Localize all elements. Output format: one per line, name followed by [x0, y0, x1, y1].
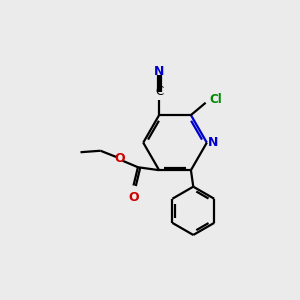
Text: Cl: Cl [209, 93, 222, 106]
Text: N: N [154, 65, 164, 78]
Text: N: N [208, 136, 219, 149]
Text: O: O [114, 152, 125, 166]
Text: O: O [128, 191, 139, 204]
Text: C: C [155, 85, 163, 98]
